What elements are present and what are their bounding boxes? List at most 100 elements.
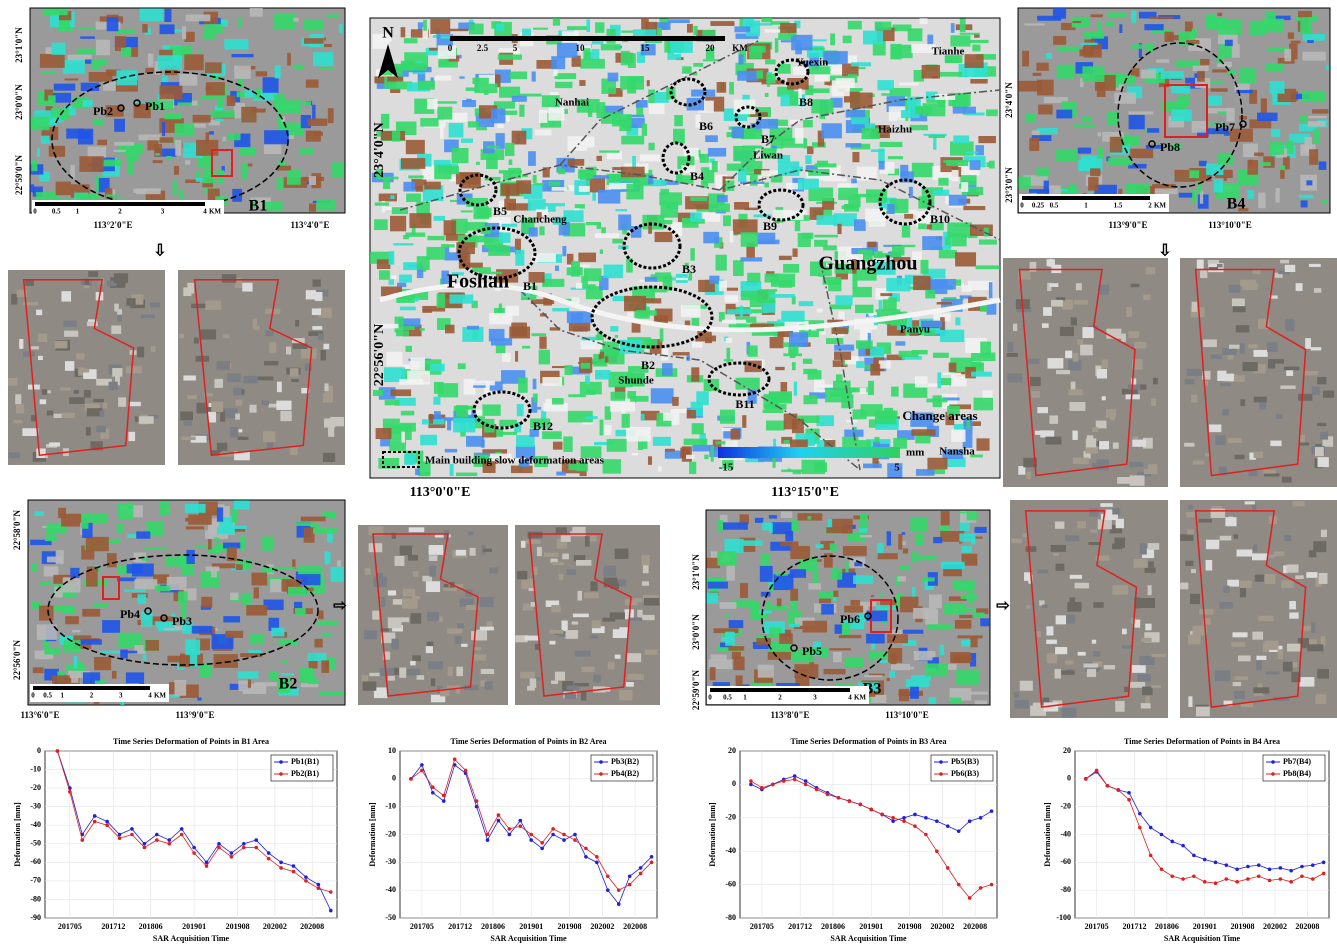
series-marker [540, 847, 544, 851]
photo-texture [1073, 353, 1078, 361]
photo-texture [1296, 283, 1303, 291]
map-patch [842, 205, 857, 209]
map-patch [1081, 117, 1092, 123]
map-patch [851, 117, 869, 124]
photo-texture [194, 337, 199, 343]
photo-texture [1098, 519, 1112, 529]
series-marker [771, 783, 775, 787]
photo-texture [1245, 501, 1255, 504]
photo-texture [1112, 508, 1120, 514]
photo-texture [1243, 362, 1258, 371]
map-patch [920, 18, 928, 24]
map-patch [40, 582, 51, 585]
photo-texture [592, 620, 601, 628]
x-tick-label: 202008 [963, 922, 987, 931]
map-patch [1271, 129, 1280, 137]
photo-texture [410, 613, 421, 624]
photo-texture [1232, 298, 1245, 306]
map-patch [486, 146, 500, 148]
map-patch [1280, 170, 1284, 179]
series-marker [793, 778, 797, 782]
map-patch [397, 283, 406, 287]
scale-label: 4 [148, 692, 152, 700]
photo-texture [1280, 385, 1295, 388]
x-tick-label: 201712 [448, 922, 472, 931]
map-patch [832, 80, 850, 96]
map-patch [1326, 66, 1329, 70]
photo-texture [1140, 656, 1155, 665]
photo-texture [62, 413, 75, 418]
map-patch [1069, 184, 1076, 190]
photo-texture [1126, 307, 1132, 317]
photo-texture [1137, 674, 1150, 682]
map-patch [250, 8, 263, 17]
photo-texture [1233, 306, 1246, 312]
map-patch [1217, 13, 1222, 16]
photo-texture [1254, 397, 1267, 403]
photo-texture [1076, 283, 1082, 290]
photo-texture [1030, 377, 1041, 386]
map-patch [929, 697, 937, 704]
map-patch [199, 49, 202, 53]
photo-texture [1305, 338, 1311, 349]
map-patch [499, 170, 522, 173]
series-marker [80, 838, 84, 842]
series-marker [267, 857, 271, 861]
map-patch [470, 381, 495, 386]
map-patch [682, 66, 692, 73]
map-patch [308, 588, 314, 591]
map-patch [933, 537, 942, 543]
map-patch [71, 678, 78, 683]
map-patch [1302, 52, 1325, 61]
photo-texture [1282, 477, 1292, 483]
map-patch [976, 438, 989, 450]
series-marker [562, 833, 566, 837]
map-patch [437, 294, 446, 308]
series-marker [230, 855, 234, 859]
photo-texture [1145, 567, 1156, 572]
y-tick-label: -50 [385, 913, 396, 922]
map-patch [798, 179, 819, 190]
map-patch [1322, 200, 1327, 203]
map-patch [941, 562, 965, 569]
map-patch [649, 103, 665, 114]
series-marker [606, 874, 610, 878]
legend-label: Pb3(B2) [611, 757, 639, 766]
map-patch [716, 255, 727, 271]
map-patch [839, 635, 861, 638]
map-patch [498, 54, 522, 59]
photo-texture [1053, 553, 1059, 556]
series-marker [924, 833, 928, 837]
photo-texture [627, 674, 635, 680]
map-patch [647, 80, 650, 86]
photo-texture [74, 390, 79, 394]
map-patch [943, 569, 962, 576]
x-tick-label: 201705 [410, 922, 434, 931]
map-patch [1128, 111, 1153, 114]
series-marker [205, 864, 209, 868]
photo-texture [233, 388, 241, 396]
photo-texture [42, 389, 48, 395]
photo-texture [1128, 385, 1140, 390]
x-tick-label: 201806 [481, 922, 505, 931]
photo-texture [578, 591, 582, 601]
photo-texture [1285, 319, 1295, 329]
map-patch [158, 55, 182, 70]
photo-texture [1200, 270, 1207, 278]
map-patch [723, 215, 731, 226]
y-axis-label: Deformation [mm] [13, 802, 22, 867]
map-patch [833, 597, 836, 601]
photo-texture [126, 366, 142, 373]
photo-texture [1060, 327, 1074, 336]
scale-label: 1 [743, 694, 747, 702]
map-patch [542, 377, 562, 386]
map-patch [445, 449, 457, 453]
scale-label: 0.5 [52, 208, 61, 216]
series-marker [1192, 854, 1196, 858]
x-tick-label: 202002 [263, 922, 287, 931]
map-patch [897, 576, 906, 581]
map-patch [319, 692, 343, 696]
map-patch [703, 213, 720, 222]
map-patch [116, 30, 135, 34]
map-patch [925, 290, 935, 299]
